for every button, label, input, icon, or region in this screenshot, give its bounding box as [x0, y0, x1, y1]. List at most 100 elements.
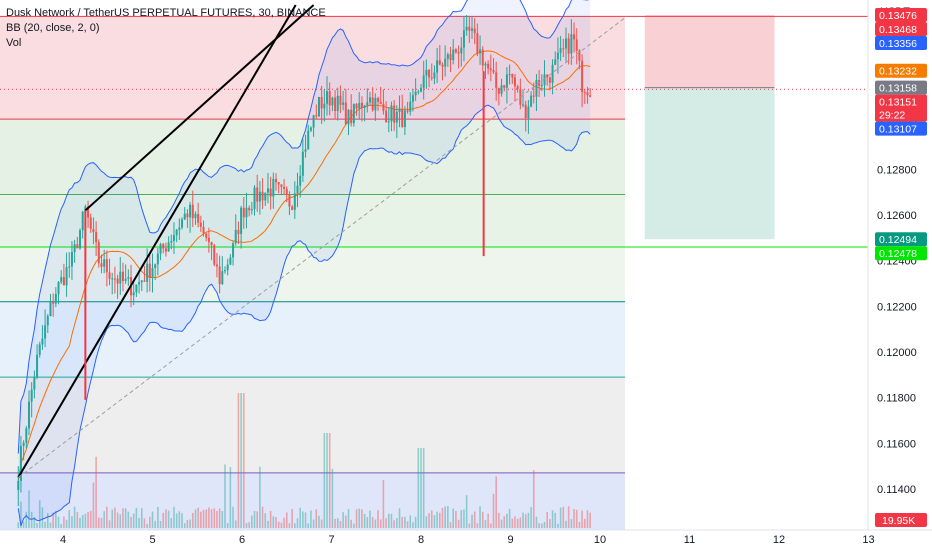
volume-bar: [275, 517, 277, 528]
volume-bar: [503, 516, 506, 528]
candle-body: [111, 278, 114, 280]
candle-body: [508, 74, 511, 76]
volume-bar: [468, 523, 471, 528]
volume-bar: [404, 516, 406, 528]
candle-body: [513, 77, 516, 87]
candle-body: [307, 130, 310, 150]
volume-bars: [17, 393, 591, 528]
candle-body: [344, 102, 347, 125]
candle-body: [347, 109, 350, 125]
volume-label[interactable]: Vol: [6, 37, 22, 49]
short-position-tool: [644, 15, 775, 240]
indicator-label[interactable]: BB (20, close, 2, 0): [6, 22, 100, 34]
candle-body: [522, 104, 525, 106]
fib-zone: [0, 472, 625, 530]
volume-bar: [514, 516, 516, 528]
candle-body: [589, 95, 592, 97]
volume-bar: [261, 506, 264, 528]
price-badge-value: 0.12478: [879, 248, 917, 260]
volume-bar: [476, 523, 479, 528]
volume-bar: [385, 518, 387, 528]
candle-body: [481, 49, 484, 66]
volume-bar: [559, 507, 562, 528]
volume-bar: [361, 509, 363, 528]
volume-bar: [433, 515, 436, 528]
candle-body: [457, 52, 460, 54]
volume-bar: [71, 516, 73, 528]
chart-title[interactable]: Dusk Network / TetherUS PERPETUAL FUTURE…: [6, 7, 326, 19]
candle-body: [411, 95, 414, 102]
candle-body: [567, 38, 570, 54]
candle-body: [339, 95, 342, 105]
price-badge-value: 0.12494: [879, 234, 917, 246]
x-tick-label: 9: [507, 534, 513, 546]
candle-body: [242, 207, 245, 218]
volume-bar: [527, 512, 530, 528]
candle-body: [175, 229, 178, 236]
candle-body: [559, 48, 562, 53]
volume-bar: [208, 507, 210, 528]
candle-body: [205, 233, 208, 238]
volume-bar: [320, 519, 323, 528]
bb-basis: [17, 50, 591, 481]
volume-bar: [481, 511, 484, 528]
candle-body: [253, 187, 256, 210]
candle-body: [191, 204, 194, 219]
candle-body: [315, 115, 318, 117]
candle-body: [54, 294, 57, 304]
candle-body: [444, 58, 447, 67]
volume-bar: [506, 513, 508, 528]
candle-body: [49, 302, 52, 317]
candle-body: [89, 217, 92, 229]
volume-bar: [55, 510, 57, 528]
candle-body: [272, 178, 275, 197]
candle-body: [527, 106, 530, 119]
volume-bar: [508, 508, 511, 528]
candle-body: [385, 110, 388, 123]
volume-bar: [36, 522, 38, 528]
candle-body: [326, 91, 329, 104]
volume-bar: [103, 511, 105, 528]
x-axis-ticks: 4 5 6 7 8 9 10 11 12 13: [60, 534, 875, 546]
fib-zone: [0, 377, 625, 473]
candle-body: [334, 97, 337, 112]
volume-bar: [79, 517, 81, 528]
candle-body: [476, 32, 479, 54]
volume-bar: [200, 511, 202, 528]
volume-bar: [159, 520, 162, 528]
candle-body: [336, 95, 339, 112]
volume-badge-value: 19.95K: [882, 515, 915, 527]
candle-body: [471, 28, 474, 31]
x-tick-label: 5: [149, 534, 155, 546]
candle-body: [441, 64, 444, 67]
volume-bar: [530, 506, 532, 528]
candle-body: [36, 354, 39, 378]
candle-body: [304, 149, 307, 152]
candle-body: [154, 264, 157, 268]
volume-bar: [49, 522, 52, 528]
candle-body: [462, 30, 465, 48]
volume-bar: [132, 513, 135, 528]
volume-bar: [210, 509, 213, 528]
candle-body: [68, 266, 71, 268]
volume-bar: [84, 513, 87, 528]
candle-body: [433, 72, 436, 79]
volume-bar: [473, 511, 476, 528]
volume-bar: [379, 519, 382, 528]
volume-bar: [350, 519, 352, 528]
candle-body: [95, 232, 98, 243]
candle-body: [546, 74, 549, 78]
volume-bar: [130, 516, 132, 528]
candle-body: [207, 237, 210, 243]
volume-bar: [256, 511, 259, 528]
price-badge-value: 0.13356: [879, 38, 917, 50]
volume-bar: [575, 509, 578, 528]
volume-bar: [546, 512, 548, 528]
candle-body: [468, 26, 471, 31]
candle-body: [355, 103, 358, 109]
candle-body: [105, 259, 108, 273]
candle-body: [22, 442, 25, 446]
candle-body: [44, 325, 47, 339]
candle-body: [586, 92, 589, 96]
